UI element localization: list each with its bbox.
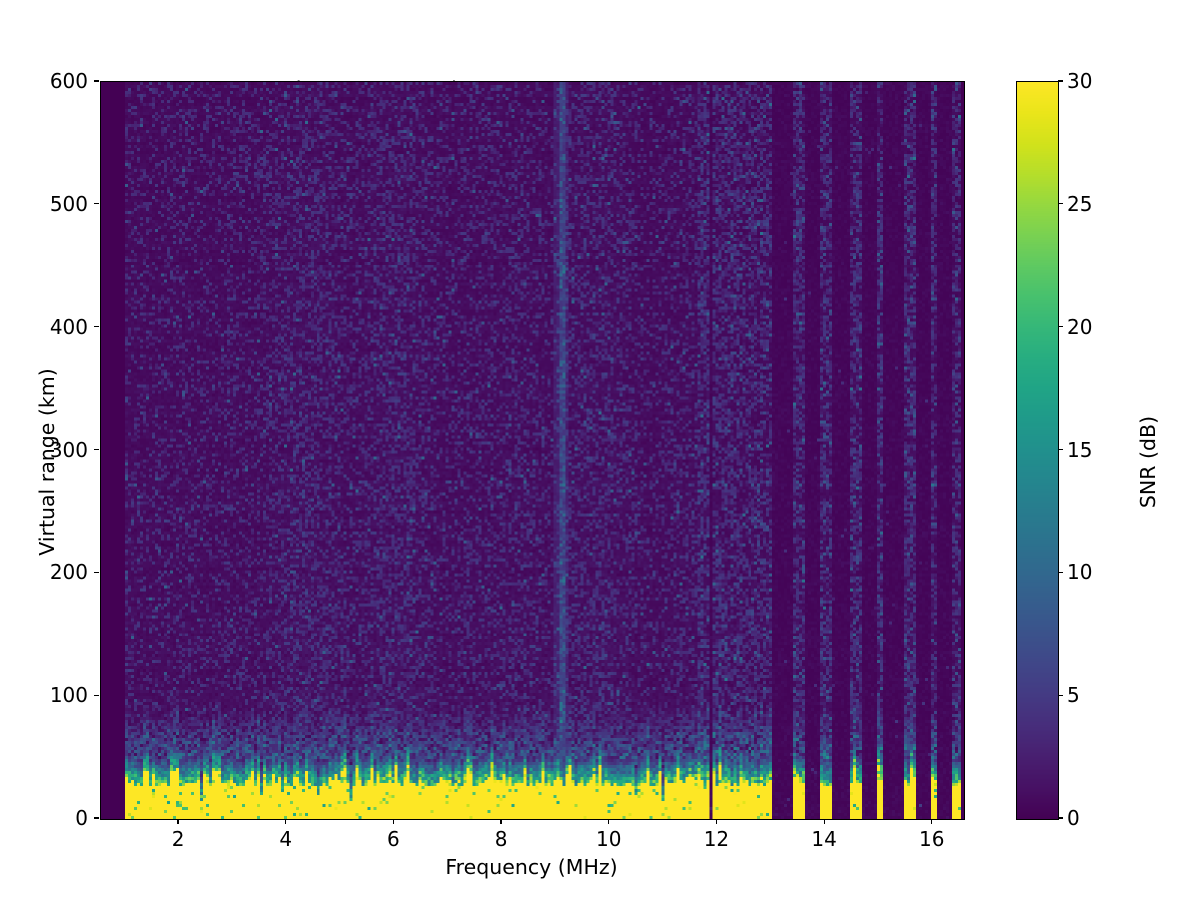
- y-tick-mark: [94, 817, 99, 819]
- colorbar-gradient: [1017, 82, 1058, 819]
- y-axis-label: Virtual range (km): [35, 367, 59, 556]
- colorbar-tick-label: 30: [1067, 69, 1093, 93]
- colorbar-tick-label: 20: [1067, 314, 1093, 339]
- x-tick-mark: [931, 819, 933, 825]
- colorbar-tick-mark: [1058, 203, 1064, 205]
- y-tick-label: 500: [49, 191, 88, 216]
- colorbar-tick-label: 25: [1067, 191, 1093, 216]
- y-tick-label: 300: [49, 437, 88, 462]
- plot-axes: [100, 81, 965, 820]
- y-tick-mark: [94, 448, 99, 451]
- y-tick-mark: [94, 326, 99, 328]
- colorbar-tick-label: 10: [1067, 560, 1093, 585]
- colorbar-tick-label: 15: [1067, 437, 1093, 462]
- x-tick-label: 2: [171, 827, 185, 851]
- y-tick-mark: [94, 571, 99, 573]
- x-tick-label: 4: [279, 827, 293, 851]
- x-tick-mark: [823, 819, 825, 825]
- y-tick-mark: [94, 80, 99, 82]
- y-tick-label: 0: [75, 806, 88, 830]
- x-tick-mark: [285, 819, 287, 825]
- x-axis-label: Frequency (MHz): [445, 855, 618, 879]
- colorbar-tick-mark: [1058, 326, 1064, 328]
- y-tick-mark: [94, 694, 99, 696]
- colorbar-label: SNR (dB): [1136, 415, 1160, 508]
- y-tick-label: 200: [49, 560, 88, 585]
- x-tick-mark: [392, 819, 394, 825]
- colorbar-tick-mark: [1058, 571, 1064, 573]
- y-tick-label: 400: [49, 314, 88, 339]
- x-tick-mark: [715, 819, 718, 825]
- colorbar-tick-mark: [1058, 80, 1064, 82]
- x-tick-mark: [177, 819, 179, 825]
- colorbar: [1016, 81, 1059, 820]
- x-tick-label: 16: [919, 827, 945, 851]
- x-tick-mark: [608, 819, 610, 825]
- y-tick-label: 100: [49, 683, 88, 708]
- ionogram-heatmap: [101, 82, 964, 819]
- x-tick-label: 10: [596, 827, 622, 851]
- x-tick-mark: [500, 819, 502, 825]
- x-tick-label: 8: [494, 827, 508, 851]
- colorbar-tick-mark: [1058, 817, 1064, 819]
- colorbar-tick-mark: [1058, 448, 1064, 451]
- colorbar-tick-label: 5: [1067, 683, 1080, 708]
- y-tick-label: 600: [49, 69, 88, 93]
- x-tick-label: 14: [811, 827, 837, 851]
- y-tick-mark: [94, 203, 99, 205]
- x-tick-label: 6: [387, 827, 400, 851]
- x-tick-label: 12: [703, 827, 730, 851]
- colorbar-tick-mark: [1058, 694, 1064, 696]
- colorbar-tick-label: 0: [1067, 806, 1080, 830]
